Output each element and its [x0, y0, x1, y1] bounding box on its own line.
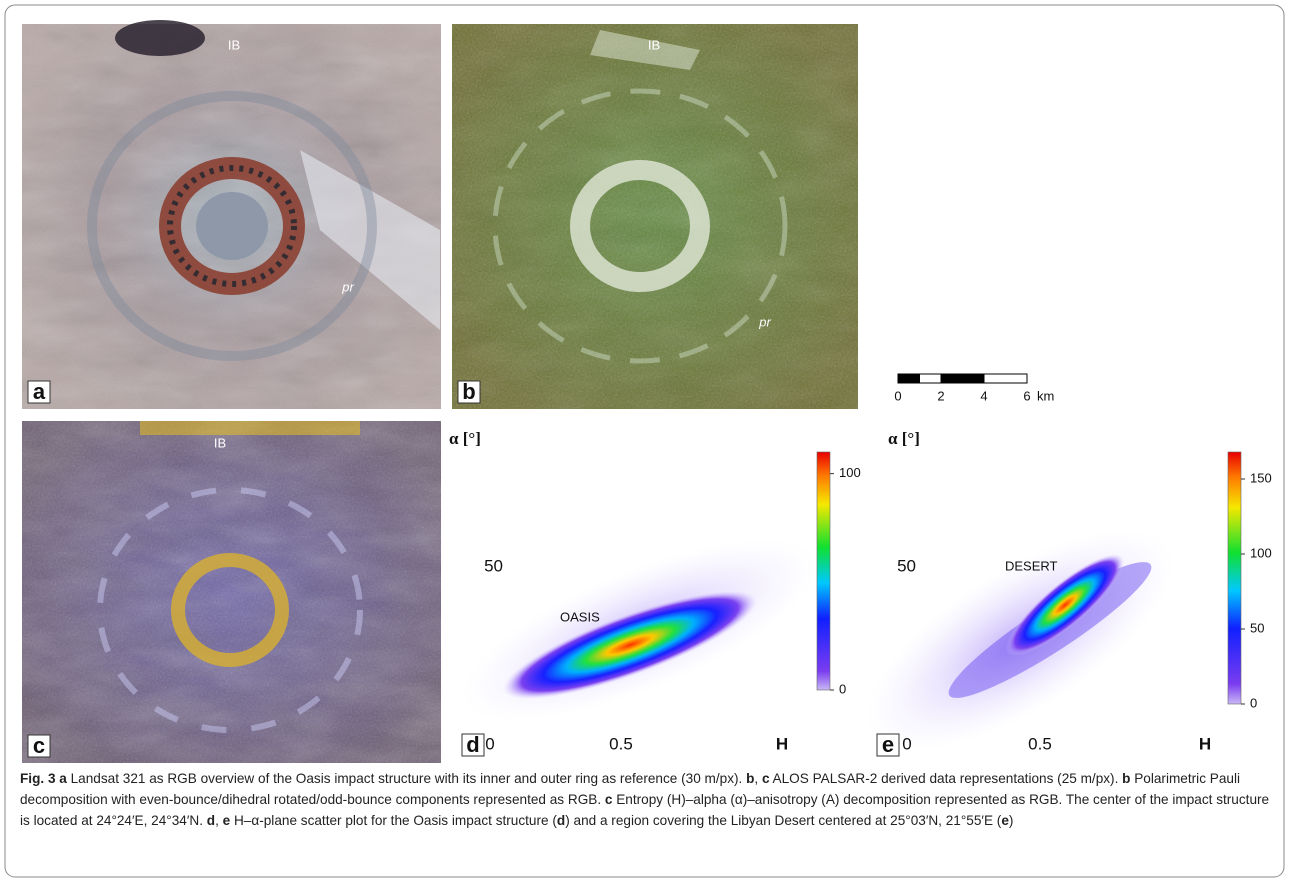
panel-letter: a — [33, 379, 46, 404]
caption-segment: Fig. 3 — [20, 771, 56, 786]
caption-segment: ) and a region covering the Libyan Deser… — [565, 813, 1001, 828]
page: aIBprbIBprcIB0246kmα [°]H00.550OASISd010… — [0, 0, 1290, 883]
y-tick-label: 50 — [897, 556, 916, 575]
x-axis-label: H — [776, 734, 788, 753]
panel-letter: c — [33, 733, 45, 758]
colorbar — [1228, 452, 1241, 704]
panel-letter: b — [462, 379, 475, 404]
panel-letter: e — [882, 732, 894, 757]
scale-unit: km — [1037, 388, 1054, 403]
caption-segment: ) — [1009, 813, 1014, 828]
image-annotation: pr — [758, 314, 771, 329]
colorbar-tick-label: 150 — [1250, 470, 1272, 485]
colorbar-tick-label: 50 — [1250, 620, 1264, 635]
image-b — [452, 24, 858, 409]
density-d — [441, 503, 838, 757]
y-axis-label: α [°] — [449, 429, 481, 448]
plot-annotation: OASIS — [560, 609, 600, 624]
scale-bar-segment — [898, 374, 920, 383]
y-tick-label: 50 — [484, 556, 503, 575]
caption-segment: c — [762, 771, 770, 786]
caption-segment: ALOS PALSAR-2 derived data representatio… — [770, 771, 1123, 786]
caption-segment: Landsat 321 as RGB overview of the Oasis… — [67, 771, 746, 786]
image-annotation: IB — [214, 435, 226, 450]
caption-segment: d — [557, 813, 565, 828]
y-axis-label: α [°] — [888, 429, 920, 448]
scale-bar-segment — [920, 374, 942, 383]
scale-bar-segment — [984, 374, 1027, 383]
image-c — [22, 421, 441, 763]
image-annotation: IB — [228, 37, 240, 52]
caption-segment: e — [1001, 813, 1009, 828]
caption-segment: d — [207, 813, 215, 828]
x-tick-label: 0.5 — [609, 734, 633, 753]
scale-tick-label: 0 — [894, 388, 901, 403]
colorbar-tick-label: 0 — [839, 681, 846, 696]
scale-tick-label: 4 — [980, 388, 987, 403]
plot-annotation: DESERT — [1005, 558, 1058, 573]
caption-segment: a — [59, 771, 67, 786]
image-annotation: pr — [341, 279, 354, 294]
colorbar-tick-label: 0 — [1250, 695, 1257, 710]
scale-tick-label: 2 — [937, 388, 944, 403]
caption-segment: , — [754, 771, 762, 786]
caption-segment: , — [215, 813, 223, 828]
x-tick-label: 0.5 — [1028, 734, 1052, 753]
scale-tick-label: 6 — [1023, 388, 1030, 403]
colorbar-tick-label: 100 — [839, 465, 861, 480]
colorbar — [817, 452, 830, 690]
image-a — [22, 20, 441, 409]
caption: Fig. 3 a Landsat 321 as RGB overview of … — [20, 768, 1275, 831]
scale-bar-segment — [941, 374, 984, 383]
image-annotation: IB — [648, 37, 660, 52]
x-tick-label: 0 — [902, 734, 911, 753]
panel-letter: d — [466, 732, 479, 757]
caption-segment: H–α-plane scatter plot for the Oasis imp… — [230, 813, 557, 828]
figure: aIBprbIBprcIB0246kmα [°]H00.550OASISd010… — [0, 0, 1290, 883]
x-axis-label: H — [1199, 734, 1211, 753]
x-tick-label: 0 — [485, 734, 494, 753]
colorbar-tick-label: 100 — [1250, 545, 1272, 560]
